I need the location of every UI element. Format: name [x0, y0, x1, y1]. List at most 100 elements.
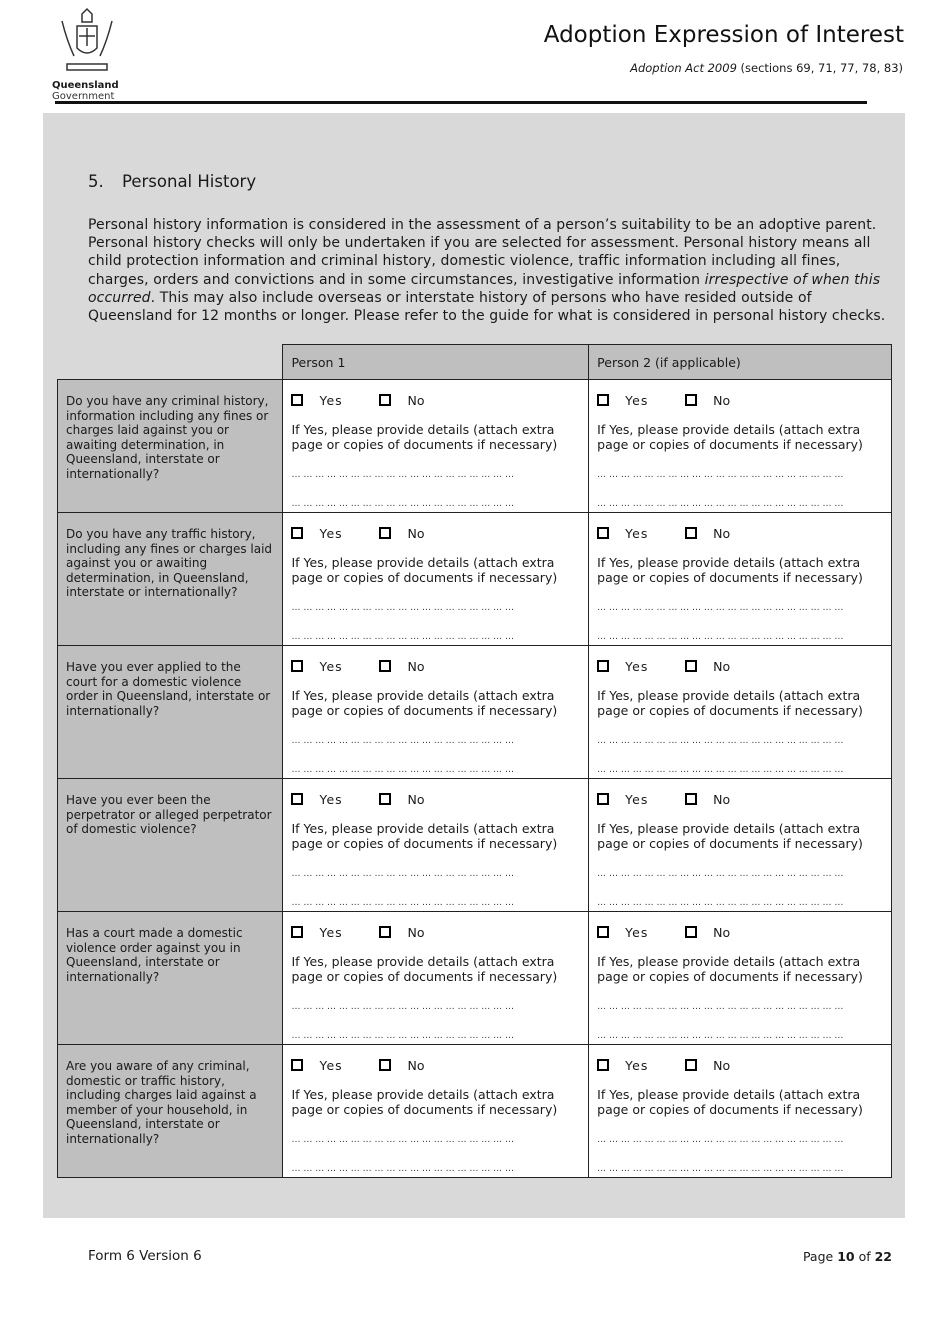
- details-line[interactable]: … … … … … … … … … … … … … … … … … … …: [291, 736, 514, 746]
- intro-text-end: . This may also include overseas or inte…: [88, 289, 886, 325]
- answer-cell-person-2: Yes No If Yes, please provide details (a…: [588, 645, 892, 779]
- details-instruction: If Yes, please provide details (attach e…: [291, 954, 558, 984]
- details-instruction: If Yes, please provide details (attach e…: [597, 555, 863, 585]
- details-line[interactable]: … … … … … … … … … … … … … … … … … … …: [291, 1164, 514, 1174]
- no-label: No: [713, 924, 731, 940]
- yes-label: Yes: [319, 525, 343, 541]
- details-line[interactable]: … … … … … … … … … … … … … … … … … … … … …: [597, 603, 844, 613]
- yes-no-options: Yes No: [597, 392, 883, 408]
- total-pages: 22: [874, 1249, 892, 1264]
- yes-no-options: Yes No: [597, 525, 883, 541]
- details-line[interactable]: … … … … … … … … … … … … … … … … … … …: [291, 632, 514, 642]
- question-text: Has a court made a domestic violence ord…: [56, 911, 284, 1045]
- yes-no-options: Yes No: [597, 658, 883, 674]
- yes-label: Yes: [625, 658, 649, 674]
- yes-checkbox[interactable]: [597, 926, 610, 938]
- yes-label: Yes: [319, 924, 343, 940]
- no-checkbox[interactable]: [379, 926, 392, 938]
- yes-checkbox[interactable]: [597, 660, 610, 672]
- yes-label: Yes: [625, 791, 649, 807]
- question-row: Do you have any criminal history, inform…: [56, 379, 892, 513]
- yes-checkbox[interactable]: [291, 793, 304, 805]
- question-row: Have you ever been the perpetrator or al…: [56, 778, 892, 912]
- yes-label: Yes: [319, 1057, 343, 1073]
- page-number: Page 10 of 22: [803, 1249, 892, 1264]
- yes-no-options: Yes No: [291, 791, 580, 807]
- no-label: No: [407, 658, 425, 674]
- details-line[interactable]: … … … … … … … … … … … … … … … … … … …: [291, 765, 514, 775]
- question-text: Are you aware of any criminal, domestic …: [56, 1044, 284, 1178]
- page-of: of: [854, 1249, 875, 1264]
- details-line[interactable]: … … … … … … … … … … … … … … … … … … …: [291, 603, 514, 613]
- details-line[interactable]: … … … … … … … … … … … … … … … … … … …: [291, 499, 514, 509]
- no-checkbox[interactable]: [379, 527, 392, 539]
- blank-header: [57, 344, 283, 380]
- details-line[interactable]: … … … … … … … … … … … … … … … … … … …: [291, 1031, 514, 1041]
- details-line[interactable]: … … … … … … … … … … … … … … … … … … … … …: [597, 765, 844, 775]
- yes-checkbox[interactable]: [291, 527, 304, 539]
- details-line[interactable]: … … … … … … … … … … … … … … … … … … … … …: [597, 499, 844, 509]
- yes-checkbox[interactable]: [597, 1059, 610, 1071]
- section-number: 5.: [88, 172, 104, 191]
- yes-checkbox[interactable]: [291, 394, 304, 406]
- details-line[interactable]: … … … … … … … … … … … … … … … … … … …: [291, 470, 514, 480]
- question-text: Have you ever applied to the court for a…: [56, 645, 284, 779]
- details-line[interactable]: … … … … … … … … … … … … … … … … … … … … …: [597, 736, 844, 746]
- details-line[interactable]: … … … … … … … … … … … … … … … … … … … … …: [597, 1164, 844, 1174]
- answer-cell-person-2: Yes No If Yes, please provide details (a…: [588, 911, 892, 1045]
- current-page: 10: [837, 1249, 855, 1264]
- details-line[interactable]: … … … … … … … … … … … … … … … … … … … … …: [597, 470, 844, 480]
- no-checkbox[interactable]: [379, 660, 392, 672]
- question-row: Are you aware of any criminal, domestic …: [56, 1044, 892, 1178]
- details-line[interactable]: … … … … … … … … … … … … … … … … … … … … …: [597, 1135, 844, 1145]
- no-checkbox[interactable]: [685, 926, 698, 938]
- section-title: Personal History: [122, 172, 257, 191]
- details-instruction: If Yes, please provide details (attach e…: [291, 821, 558, 851]
- details-line[interactable]: … … … … … … … … … … … … … … … … … … … … …: [597, 898, 844, 908]
- yes-checkbox[interactable]: [291, 1059, 304, 1071]
- yes-checkbox[interactable]: [597, 394, 610, 406]
- question-text: Do you have any criminal history, inform…: [56, 379, 284, 513]
- no-checkbox[interactable]: [379, 793, 392, 805]
- queensland-government-logo: Queensland Government: [52, 6, 124, 102]
- no-checkbox[interactable]: [685, 1059, 698, 1071]
- answer-cell-person-1: Yes No If Yes, please provide details (a…: [282, 1044, 590, 1178]
- no-checkbox[interactable]: [685, 527, 698, 539]
- yes-checkbox[interactable]: [597, 527, 610, 539]
- no-label: No: [713, 1057, 731, 1073]
- yes-no-options: Yes No: [291, 1057, 580, 1073]
- details-line[interactable]: … … … … … … … … … … … … … … … … … … … … …: [597, 1002, 844, 1012]
- details-instruction: If Yes, please provide details (attach e…: [597, 821, 863, 851]
- no-checkbox[interactable]: [685, 394, 698, 406]
- yes-checkbox[interactable]: [597, 793, 610, 805]
- header-person-2: Person 2 (if applicable): [588, 344, 892, 380]
- no-label: No: [407, 924, 425, 940]
- act-name: Adoption Act 2009: [630, 61, 737, 75]
- details-instruction: If Yes, please provide details (attach e…: [597, 422, 863, 452]
- details-line[interactable]: … … … … … … … … … … … … … … … … … … … … …: [597, 1031, 844, 1041]
- yes-no-options: Yes No: [291, 392, 580, 408]
- yes-label: Yes: [625, 924, 649, 940]
- details-line[interactable]: … … … … … … … … … … … … … … … … … … …: [291, 1002, 514, 1012]
- yes-no-options: Yes No: [291, 525, 580, 541]
- form-version: Form 6 Version 6: [88, 1248, 202, 1264]
- no-checkbox[interactable]: [685, 660, 698, 672]
- yes-checkbox[interactable]: [291, 660, 304, 672]
- no-label: No: [713, 658, 731, 674]
- no-label: No: [407, 1057, 425, 1073]
- personal-history-table: Person 1 Person 2 (if applicable) Do you…: [56, 344, 892, 1178]
- header-person-1: Person 1: [282, 344, 590, 380]
- details-instruction: If Yes, please provide details (attach e…: [291, 1087, 558, 1117]
- yes-checkbox[interactable]: [291, 926, 304, 938]
- details-line[interactable]: … … … … … … … … … … … … … … … … … … …: [291, 1135, 514, 1145]
- no-checkbox[interactable]: [685, 793, 698, 805]
- details-line[interactable]: … … … … … … … … … … … … … … … … … … … … …: [597, 632, 844, 642]
- details-instruction: If Yes, please provide details (attach e…: [291, 688, 558, 718]
- no-checkbox[interactable]: [379, 1059, 392, 1071]
- no-checkbox[interactable]: [379, 394, 392, 406]
- details-line[interactable]: … … … … … … … … … … … … … … … … … … …: [291, 898, 514, 908]
- details-line[interactable]: … … … … … … … … … … … … … … … … … … … … …: [597, 869, 844, 879]
- logo-subtext: Government: [52, 91, 115, 102]
- details-line[interactable]: … … … … … … … … … … … … … … … … … … …: [291, 869, 514, 879]
- coat-of-arms-icon: [61, 7, 113, 71]
